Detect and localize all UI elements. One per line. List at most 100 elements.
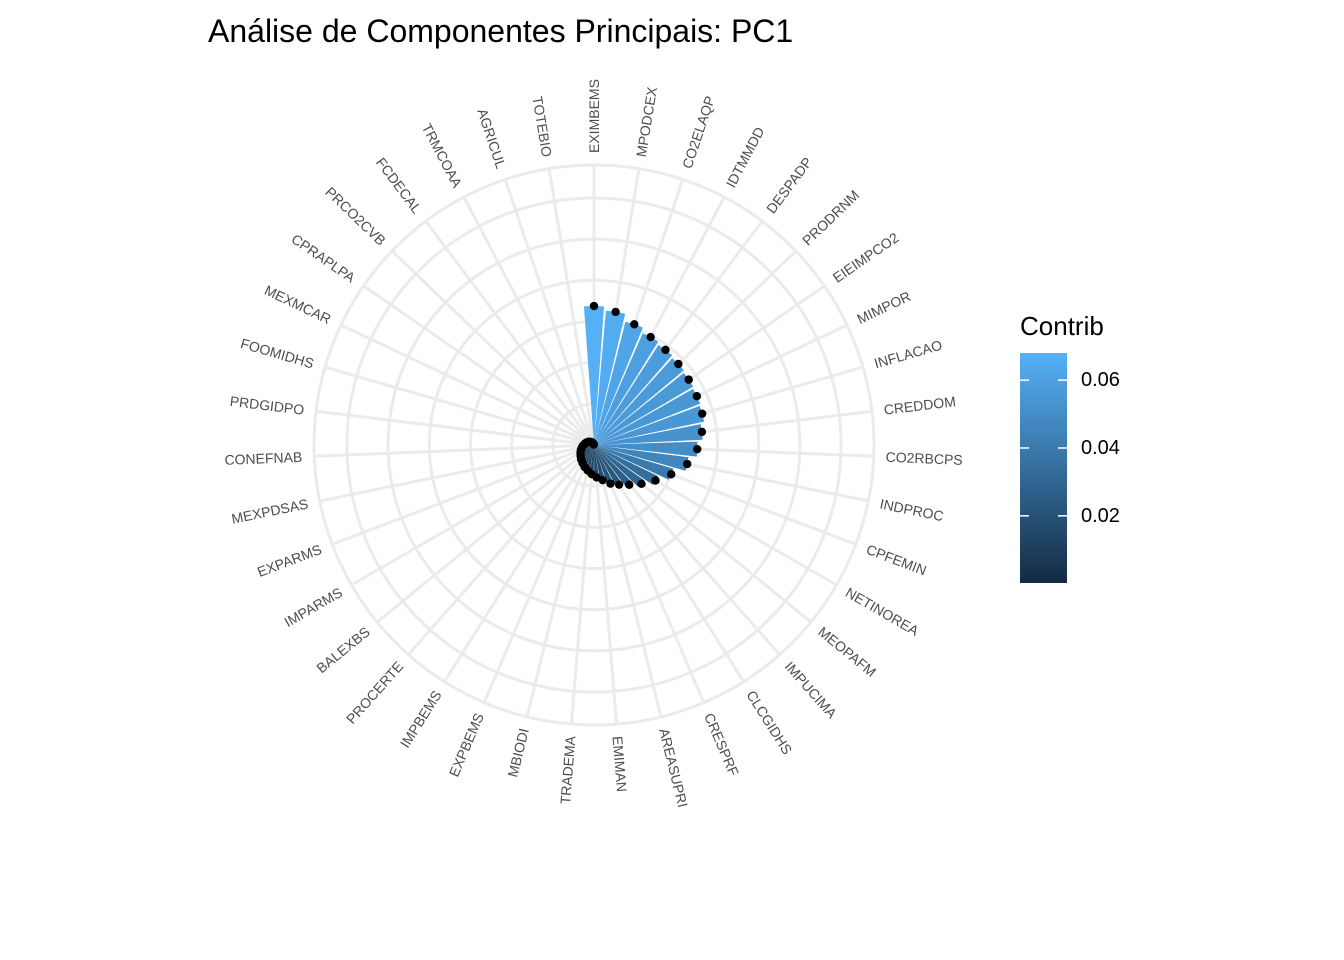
category-label: TRMCOAA: [419, 121, 466, 191]
grid-spoke: [569, 444, 596, 725]
grid-spoke: [315, 409, 595, 447]
bar-emiman: [594, 445, 599, 478]
point-meopafm: [637, 479, 646, 488]
legend-tick-label: 0.04: [1081, 437, 1120, 459]
category-label: MEXPDSAS: [230, 496, 309, 527]
grid-spoke: [547, 168, 596, 446]
grid-spoke: [503, 178, 596, 446]
category-label: IMPARMS: [281, 584, 345, 630]
bar-mpodcex: [594, 310, 626, 445]
chart-title: Análise de Componentes Principais: PC1: [208, 13, 793, 49]
category-label: CPFEMIN: [864, 541, 929, 578]
category-label: DESPADP: [763, 154, 815, 216]
category-label: BALEXBS: [313, 623, 373, 676]
point-impucima: [625, 480, 634, 489]
category-label: EMIMAN: [610, 735, 630, 792]
point-cresprf: [606, 479, 615, 488]
category-label: IMPUCIMA: [782, 658, 841, 722]
category-label: CO2RBCPS: [885, 449, 963, 468]
category-label: AGRICUL: [474, 106, 509, 170]
category-label: INDPROC: [878, 496, 944, 525]
bar-indproc: [594, 445, 689, 471]
point-cpfemin: [666, 470, 676, 479]
bar-clcgidhs: [594, 445, 622, 487]
bar-tradema: [589, 445, 594, 475]
point-co2elaqp: [630, 320, 639, 329]
point-netinorea: [651, 476, 660, 485]
legend-title: Contrib: [1020, 311, 1104, 341]
grid-ring: [386, 237, 802, 653]
bar-idtmmdd: [594, 333, 659, 445]
grid-spoke: [391, 249, 596, 447]
bar-eximbems: [583, 306, 605, 445]
bar-cpfemin: [594, 445, 674, 480]
category-label: PRCO2CVB: [322, 184, 389, 249]
grid-spoke: [592, 444, 619, 725]
grid-spoke: [592, 444, 663, 718]
points-group: [576, 301, 707, 489]
category-label: MEOPAFM: [815, 623, 879, 680]
grid-spoke: [482, 444, 596, 704]
bar-areasupri: [594, 445, 606, 481]
grid-spoke: [319, 443, 595, 503]
category-label: AREASUPRI: [656, 727, 691, 809]
category-label: CRESPRF: [701, 710, 742, 778]
category-label: FOOMIDHS: [239, 335, 316, 371]
point-totebio: [589, 440, 599, 449]
bars-group: [579, 306, 705, 488]
category-label: CREDDOM: [883, 393, 957, 418]
grid-spoke: [314, 443, 595, 458]
category-label: PROCERTE: [343, 658, 406, 727]
bar-mimpor: [594, 388, 701, 445]
bar-despadp: [594, 344, 673, 445]
category-label: IDTMMDD: [723, 124, 768, 190]
category-label: MIMPOR: [854, 288, 913, 327]
category-label: EIEIMPCO2: [830, 229, 902, 286]
grid-spoke: [376, 443, 595, 624]
category-label: FCDECAL: [373, 155, 425, 217]
legend-ticks: 0.06 0.04 0.02: [1020, 369, 1120, 527]
point-mimpor: [692, 391, 702, 401]
grid-ring: [345, 196, 843, 694]
grid-spoke: [407, 444, 596, 656]
category-label: MBIODI: [504, 727, 531, 779]
category-label: MPODCEX: [633, 85, 660, 158]
category-label: TRADEMA: [557, 735, 579, 805]
category-label: INFLACAO: [872, 337, 944, 372]
bar-prodrnm: [594, 358, 684, 445]
category-label: EXPBEMS: [446, 710, 487, 779]
grid-spoke: [340, 323, 595, 447]
category-label: CPRAPLPA: [289, 231, 359, 286]
category-label: CONEFNAB: [224, 449, 302, 468]
grid-spoke: [324, 365, 595, 447]
category-label: CO2ELAQP: [679, 94, 718, 171]
category-label: PRDGIDPO: [229, 393, 305, 418]
grid-spoke: [443, 444, 596, 683]
bar-co2rbcps: [594, 441, 698, 457]
point-indproc: [683, 459, 692, 469]
grid-spoke: [462, 196, 596, 446]
point-prodrnm: [674, 359, 683, 369]
grid-spoke: [424, 220, 596, 446]
bar-inflacao: [594, 405, 705, 445]
bar-cresprf: [594, 445, 614, 485]
category-label: EXPARMS: [255, 541, 324, 580]
point-eieimpco2: [684, 375, 693, 384]
point-clcgidhs: [614, 480, 624, 489]
grid-ring: [427, 278, 761, 612]
bar-eieimpco2: [594, 372, 694, 445]
grid-spoke: [362, 284, 595, 447]
bar-meopafm: [594, 445, 645, 488]
category-label: NETINOREA: [843, 584, 922, 639]
category-label: EXIMBEMS: [586, 79, 602, 153]
point-idtmmdd: [646, 332, 655, 342]
bar-netinorea: [594, 445, 658, 485]
point-inflacao: [697, 409, 707, 418]
point-despadp: [661, 345, 670, 355]
legend-tick-label: 0.02: [1081, 505, 1120, 527]
legend-colorbar: [1020, 353, 1067, 583]
legend-tick-label: 0.06: [1081, 369, 1120, 391]
category-label: PRODRNM: [799, 187, 862, 249]
category-label: CLCGIDHS: [743, 688, 795, 758]
